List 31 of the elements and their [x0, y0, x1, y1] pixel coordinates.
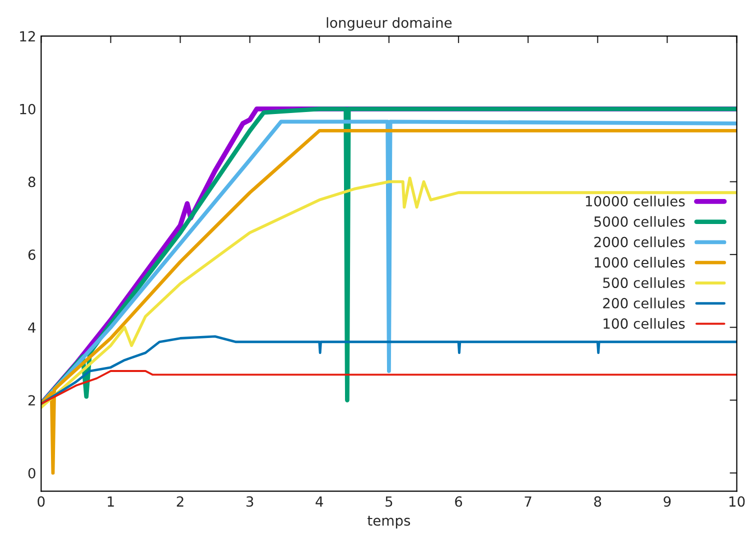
x-tick-label: 4 [316, 496, 324, 507]
x-tick-label: 8 [594, 496, 602, 507]
line-series [41, 335, 737, 406]
x-tick-label: 2 [176, 496, 184, 507]
legend-label: 500 cellules [603, 277, 685, 288]
legend-label: 200 cellules [603, 298, 685, 308]
y-tick-label: 2 [28, 395, 35, 406]
legend-label: 2000 cellules [594, 236, 685, 248]
x-tick-label: 6 [455, 496, 462, 507]
legend-label: 10000 cellules [586, 196, 685, 206]
y-tick-label: 8 [28, 176, 36, 188]
line-series [41, 129, 737, 475]
x-tick-label: 5 [386, 496, 392, 507]
legend-label: 1000 cellules [594, 256, 685, 268]
x-tick-label: 0 [38, 496, 45, 507]
x-tick-label: 10 [729, 496, 745, 507]
x-tick-label: 3 [246, 496, 254, 507]
line-series [41, 176, 737, 409]
x-tick-label: 9 [664, 496, 671, 507]
x-tick-label: 1 [108, 496, 114, 507]
line-series [41, 370, 737, 405]
legend-label: 100 cellules [604, 318, 685, 329]
y-tick-label: 4 [28, 322, 36, 333]
y-tick-label: 10 [20, 104, 36, 114]
y-tick-label: 0 [28, 468, 36, 478]
y-tick-label: 6 [28, 249, 36, 260]
legend-label: 5000 cellules [594, 216, 685, 227]
x-tick-label: 7 [524, 496, 532, 507]
chart-title: longueur domaine [326, 17, 452, 31]
y-tick-label: 12 [20, 31, 35, 42]
x-axis-title: temps [368, 516, 410, 528]
